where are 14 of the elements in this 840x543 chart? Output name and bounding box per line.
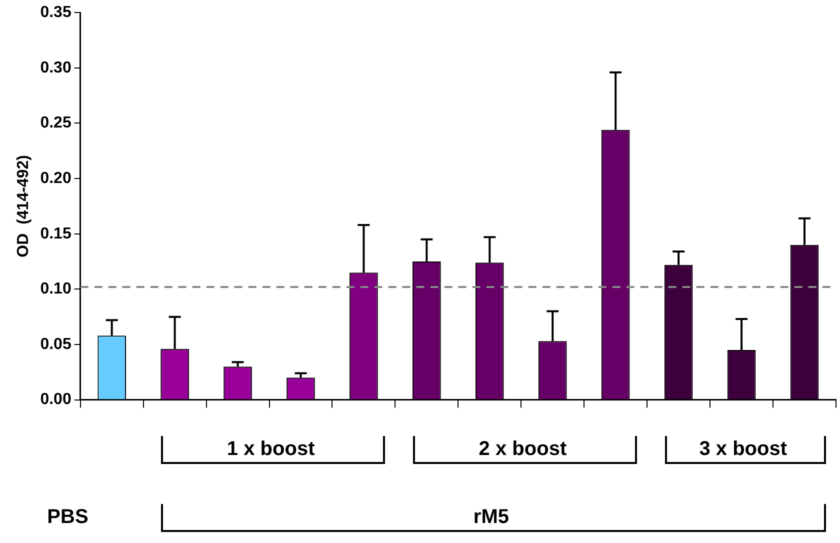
y-tick-label: 0.05 <box>40 336 72 353</box>
y-tick-label: 0.25 <box>40 114 72 132</box>
text: 1 x boost <box>226 438 315 461</box>
y-tick-label: 0.20 <box>40 170 72 187</box>
text: 2 x boost <box>478 438 567 461</box>
y-tick-label: 0.10 <box>40 280 72 298</box>
text: PBS <box>47 506 88 529</box>
text: 3 x boost <box>699 438 788 461</box>
text: rM5 <box>473 506 510 529</box>
y-axis-title: OD (414-492) <box>15 155 32 258</box>
y-tick-label: 0.30 <box>40 59 72 76</box>
y-tick-label: 0.00 <box>40 391 72 408</box>
y-tick-label: 0.15 <box>40 225 72 242</box>
y-tick-label: 0.35 <box>40 4 72 22</box>
